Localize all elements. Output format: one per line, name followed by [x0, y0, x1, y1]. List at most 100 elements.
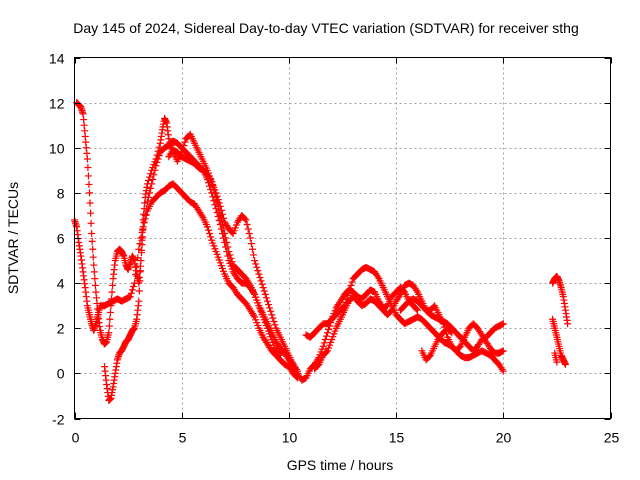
data-point — [129, 283, 137, 291]
data-point — [344, 292, 352, 300]
x-tick-label: 15 — [389, 430, 405, 446]
data-point — [259, 284, 267, 292]
data-point — [245, 229, 253, 237]
data-point — [258, 280, 266, 288]
data-point — [181, 138, 189, 146]
data-point — [551, 349, 559, 357]
data-point — [217, 206, 225, 214]
data-point — [91, 275, 99, 283]
y-tick-label: 2 — [57, 321, 65, 337]
data-point — [84, 172, 92, 180]
y-tick-label: 0 — [57, 366, 65, 382]
data-point — [244, 225, 252, 233]
data-point — [214, 196, 222, 204]
data-point — [88, 229, 96, 237]
data-point — [269, 314, 277, 322]
axis-ticks: 0 5 10 15 20 25 -2 0 2 4 6 8 10 12 14 — [49, 51, 620, 446]
data-point — [254, 267, 262, 275]
data-point — [260, 287, 268, 295]
data-point — [215, 199, 223, 207]
data-point — [109, 281, 117, 289]
data-point — [83, 155, 91, 163]
data-point — [213, 192, 221, 200]
data-point — [88, 237, 96, 245]
data-point — [564, 320, 572, 328]
data-point — [347, 281, 355, 289]
series-trace-d — [165, 146, 422, 384]
data-point — [253, 263, 261, 271]
data-point — [448, 329, 456, 337]
data-point — [86, 189, 94, 197]
data-point — [153, 151, 161, 159]
data-point — [268, 311, 276, 319]
y-tick-label: 4 — [57, 276, 65, 292]
x-tick-label: 0 — [72, 430, 80, 446]
data-point — [107, 295, 115, 303]
data-point — [225, 248, 233, 256]
y-tick-label: 10 — [49, 141, 65, 157]
data-point — [499, 347, 507, 355]
data-point — [146, 173, 154, 181]
data-point — [138, 246, 145, 254]
data-point — [206, 229, 214, 237]
data-point — [263, 297, 271, 305]
data-point — [90, 268, 98, 276]
data-point — [251, 257, 259, 265]
data-point — [106, 308, 114, 316]
data-point — [91, 281, 99, 289]
data-point — [498, 365, 506, 373]
data-point — [245, 280, 253, 288]
data-point — [220, 214, 228, 222]
data-point — [243, 220, 251, 228]
data-point — [222, 234, 230, 242]
x-tick-label: 10 — [282, 430, 298, 446]
data-point — [257, 277, 265, 285]
data-point — [147, 170, 155, 178]
data-point — [155, 143, 163, 151]
data-point — [105, 329, 113, 337]
data-point — [246, 234, 254, 242]
data-point — [256, 273, 264, 281]
data-point — [322, 332, 330, 340]
data-point — [137, 257, 145, 265]
data-point — [412, 305, 420, 313]
data-point — [265, 301, 273, 309]
data-point — [241, 215, 249, 223]
data-point — [207, 233, 215, 241]
data-point — [414, 306, 422, 314]
data-point — [275, 350, 283, 358]
data-point — [154, 147, 162, 155]
y-tick-label: 8 — [57, 186, 65, 202]
data-point — [141, 211, 149, 219]
data-point — [439, 320, 447, 328]
y-tick-label: 6 — [57, 231, 65, 247]
data-point — [89, 253, 97, 261]
data-point — [320, 339, 328, 347]
data-point — [136, 267, 144, 275]
data-point — [138, 236, 146, 244]
data-point — [144, 176, 152, 184]
data-point — [447, 328, 455, 336]
data-point — [165, 135, 173, 143]
data-point — [499, 367, 507, 375]
data-point — [227, 254, 235, 262]
data-point — [412, 286, 420, 294]
data-marks — [71, 99, 572, 404]
data-point — [250, 251, 258, 259]
data-point — [105, 322, 113, 330]
data-point — [250, 311, 258, 319]
x-tick-label: 20 — [496, 430, 512, 446]
data-point — [108, 288, 116, 296]
data-point — [346, 285, 354, 293]
data-point — [180, 141, 188, 149]
data-point — [85, 180, 93, 188]
data-point — [325, 325, 333, 333]
y-tick-label: -2 — [52, 412, 65, 428]
data-point — [203, 223, 211, 231]
data-point — [198, 212, 206, 220]
data-point — [262, 294, 270, 302]
data-point — [128, 286, 136, 294]
data-point — [106, 315, 114, 323]
data-point — [207, 176, 215, 184]
